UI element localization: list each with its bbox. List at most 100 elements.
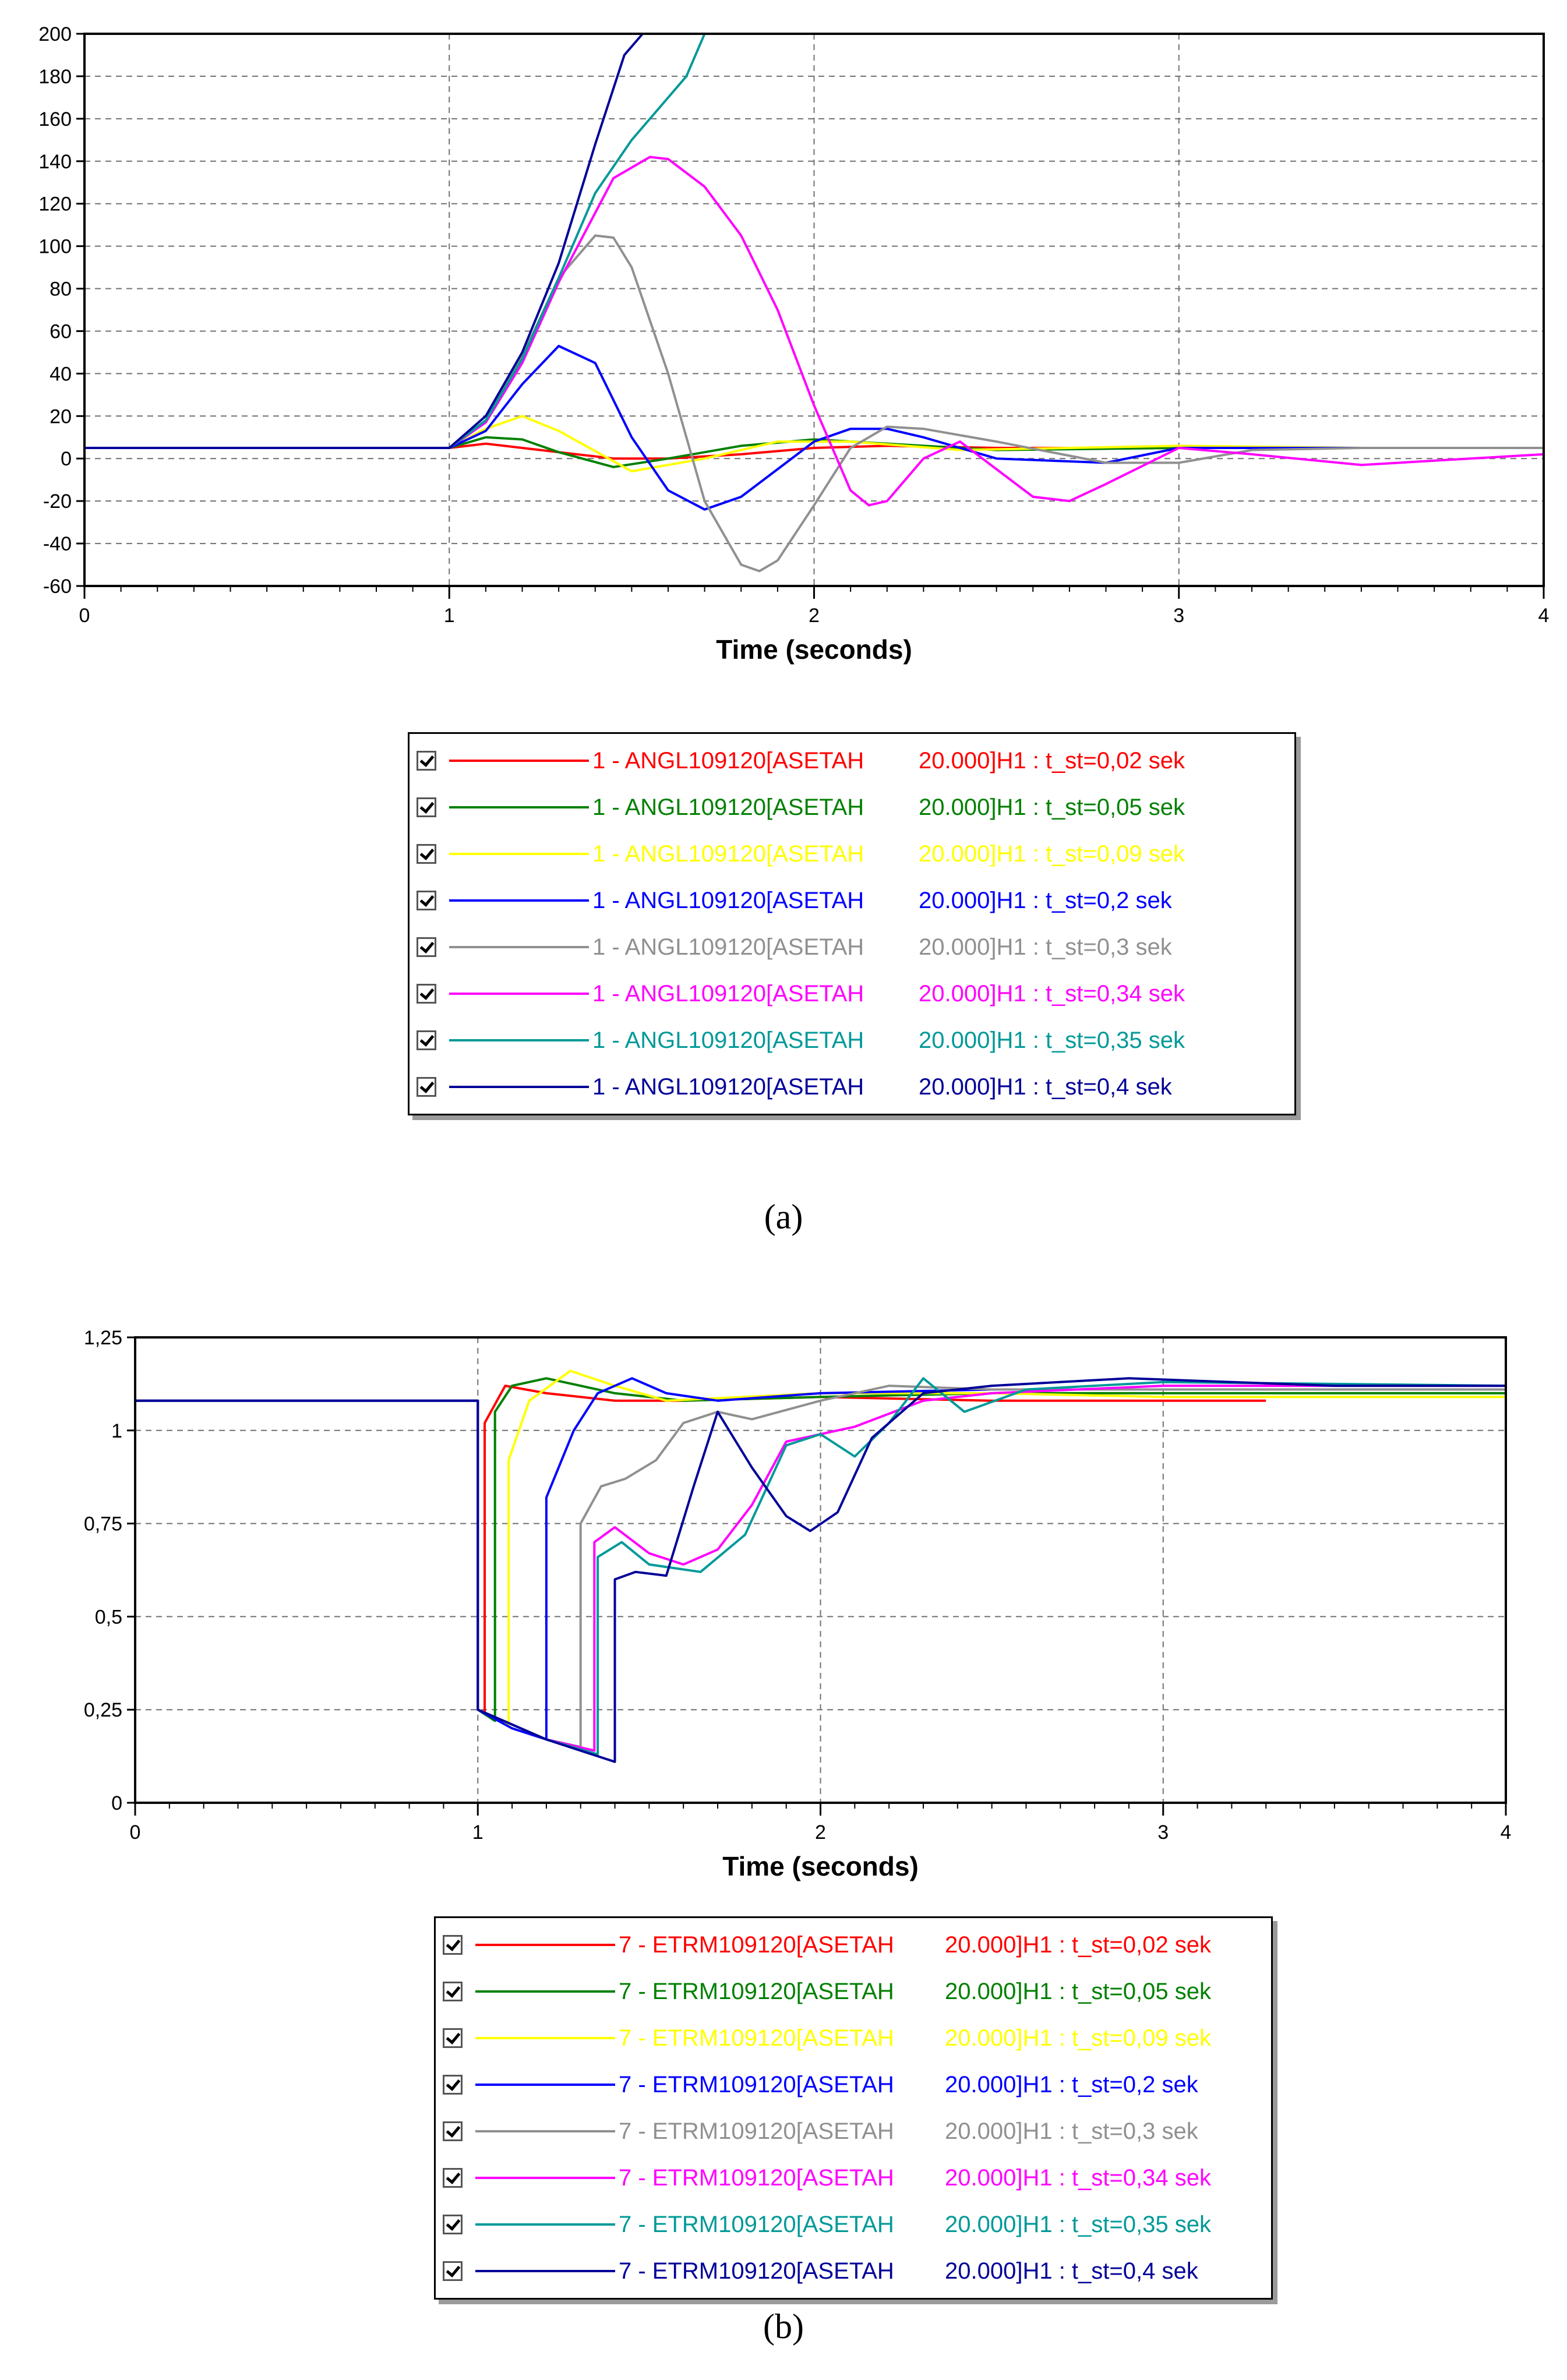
legend-case-label: 20.000]H1 : t_st=0,2 sek: [919, 887, 1172, 913]
legend-swatch: [475, 2130, 615, 2132]
legend-item[interactable]: 7 - ETRM109120[ASETAH 20.000]H1 : t_st=0,…: [443, 2015, 1264, 2061]
legend-signal-label: 7 - ETRM109120[ASETAH: [619, 2211, 894, 2237]
y-tick-label: 0: [61, 448, 72, 470]
legend-swatch: [475, 2270, 615, 2272]
y-tick-label: 120: [38, 193, 72, 216]
legend-case-label: 20.000]H1 : t_st=0,05 sek: [919, 794, 1185, 820]
legend-checkbox[interactable]: [443, 2261, 463, 2281]
y-tick-label: 80: [50, 278, 72, 301]
legend-case-label: 20.000]H1 : t_st=0,35 sek: [919, 1027, 1185, 1053]
legend-item[interactable]: 7 - ETRM109120[ASETAH 20.000]H1 : t_st=0,…: [443, 2248, 1264, 2294]
legend-case-label: 20.000]H1 : t_st=0,05 sek: [945, 1978, 1211, 2004]
chart-panel-a: 0 1 2 3 4 200 180 160 140 120 100 80 60 40 20 0 -20 -40 -6…: [0, 0, 1567, 1236]
y-tick-label: 100: [38, 236, 72, 258]
legend-case-label: 20.000]H1 : t_st=0,02 sek: [945, 1931, 1211, 1958]
chart-a-canvas: 0 1 2 3 4200180160140120100806040200-20-40-6…: [38, 23, 1550, 665]
legend-case-label: 20.000]H1 : t_st=0,34 sek: [945, 2164, 1211, 2191]
legend-checkbox[interactable]: [417, 984, 436, 1004]
x-axis-title: Time (seconds): [722, 1851, 919, 1881]
legend-item[interactable]: 1 - ANGL109120[ASETAH 20.000]H1 : t_st=0,…: [417, 970, 1287, 1017]
legend-case-label: 20.000]H1 : t_st=0,09 sek: [919, 841, 1185, 867]
legend-case-label: 20.000]H1 : t_st=0,09 sek: [945, 2025, 1211, 2051]
legend-item[interactable]: 1 - ANGL109120[ASETAH 20.000]H1 : t_st=0,…: [417, 1017, 1287, 1064]
legend-checkbox[interactable]: [417, 797, 436, 817]
y-tick-label: 160: [38, 108, 72, 130]
legend-signal-label: 1 - ANGL109120[ASETAH: [592, 794, 864, 820]
legend-checkbox[interactable]: [417, 1077, 436, 1097]
legend-swatch: [475, 2177, 615, 2179]
x-tick-label: 4: [1501, 1821, 1512, 1844]
legend-item[interactable]: 7 - ETRM109120[ASETAH 20.000]H1 : t_st=0,…: [443, 2155, 1264, 2201]
legend-item[interactable]: 7 - ETRM109120[ASETAH 20.000]H1 : t_st=0,…: [443, 1922, 1264, 1968]
legend-checkbox[interactable]: [443, 2028, 463, 2048]
legend-signal-label: 7 - ETRM109120[ASETAH: [619, 1931, 894, 1958]
legend-checkbox[interactable]: [443, 2168, 463, 2188]
series-line-8: [135, 1377, 1506, 1763]
legend-item[interactable]: 7 - ETRM109120[ASETAH 20.000]H1 : t_st=0,…: [443, 2061, 1264, 2108]
legend-signal-label: 7 - ETRM109120[ASETAH: [619, 2164, 894, 2191]
legend-checkbox[interactable]: [443, 2215, 463, 2234]
legend-checkbox[interactable]: [417, 891, 436, 910]
legend-item[interactable]: 1 - ANGL109120[ASETAH 20.000]H1 : t_st=0,…: [417, 737, 1287, 784]
caption-a: (a): [764, 1198, 803, 1236]
legend-signal-label: 1 - ANGL109120[ASETAH: [592, 841, 864, 867]
legend-case-label: 20.000]H1 : t_st=0,34 sek: [919, 980, 1185, 1007]
y-tick-label: 0,5: [95, 1606, 122, 1628]
legend-signal-label: 1 - ANGL109120[ASETAH: [592, 887, 864, 913]
legend-signal-label: 7 - ETRM109120[ASETAH: [619, 2258, 894, 2284]
legend-case-label: 20.000]H1 : t_st=0,3 sek: [945, 2118, 1198, 2144]
legend-item[interactable]: 1 - ANGL109120[ASETAH 20.000]H1 : t_st=0,…: [417, 784, 1287, 831]
legend-swatch: [449, 853, 589, 855]
legend-checkbox[interactable]: [417, 937, 436, 957]
y-tick-label: 1: [111, 1420, 122, 1442]
legend-checkbox[interactable]: [417, 751, 436, 771]
legend-item[interactable]: 1 - ANGL109120[ASETAH 20.000]H1 : t_st=0,…: [417, 831, 1287, 877]
x-tick-label: 0: [130, 1821, 141, 1844]
legend-checkbox[interactable]: [443, 2075, 463, 2095]
legend-item[interactable]: 1 - ANGL109120[ASETAH 20.000]H1 : t_st=0,…: [417, 1064, 1287, 1110]
series-line-7: [84, 34, 706, 449]
x-tick-label: 2: [815, 1821, 826, 1844]
chart-a-legend: 1 - ANGL109120[ASETAH 20.000]H1 : t_st=0,…: [408, 732, 1296, 1115]
y-tick-label: 0,25: [84, 1699, 122, 1721]
legend-checkbox[interactable]: [417, 1030, 436, 1050]
series-line-8: [84, 34, 644, 449]
legend-checkbox[interactable]: [417, 844, 436, 864]
legend-swatch: [475, 2084, 615, 2086]
series-line-3: [84, 415, 1544, 473]
legend-swatch: [475, 1944, 615, 1946]
legend-checkbox[interactable]: [443, 2121, 463, 2141]
legend-signal-label: 7 - ETRM109120[ASETAH: [619, 1978, 894, 2004]
x-tick-label: 2: [809, 605, 820, 627]
legend-item[interactable]: 1 - ANGL109120[ASETAH 20.000]H1 : t_st=0,…: [417, 924, 1287, 970]
legend-item[interactable]: 7 - ETRM109120[ASETAH 20.000]H1 : t_st=0,…: [443, 2201, 1264, 2248]
y-tick-label: 20: [50, 405, 72, 428]
legend-case-label: 20.000]H1 : t_st=0,3 sek: [919, 934, 1172, 960]
series-line-5: [135, 1385, 1506, 1749]
x-tick-label: 4: [1538, 605, 1550, 627]
y-tick-label: 40: [50, 363, 72, 385]
legend-swatch: [475, 1990, 615, 1993]
legend-signal-label: 7 - ETRM109120[ASETAH: [619, 2071, 894, 2097]
series-line-2: [84, 436, 1544, 468]
legend-item[interactable]: 1 - ANGL109120[ASETAH 20.000]H1 : t_st=0,…: [417, 877, 1287, 924]
y-tick-label: 60: [50, 320, 72, 342]
legend-swatch: [449, 806, 589, 808]
legend-swatch: [449, 946, 589, 948]
x-tick-label: 3: [1173, 605, 1184, 627]
x-tick-label: 1: [472, 1821, 483, 1844]
x-tick-label: 3: [1157, 1821, 1169, 1844]
legend-checkbox[interactable]: [443, 1982, 463, 2001]
y-tick-label: -60: [43, 575, 72, 598]
y-tick-label: 0: [111, 1792, 122, 1814]
legend-signal-label: 7 - ETRM109120[ASETAH: [619, 2118, 894, 2144]
legend-signal-label: 1 - ANGL109120[ASETAH: [592, 934, 864, 960]
legend-checkbox[interactable]: [443, 1935, 463, 1955]
legend-swatch: [475, 2223, 615, 2226]
legend-swatch: [449, 760, 589, 762]
legend-item[interactable]: 7 - ETRM109120[ASETAH 20.000]H1 : t_st=0,…: [443, 2108, 1264, 2155]
legend-case-label: 20.000]H1 : t_st=0,02 sek: [919, 747, 1185, 774]
legend-item[interactable]: 7 - ETRM109120[ASETAH 20.000]H1 : t_st=0,…: [443, 1968, 1264, 2015]
series-line-4: [84, 345, 1544, 511]
y-tick-label: 140: [38, 151, 72, 173]
